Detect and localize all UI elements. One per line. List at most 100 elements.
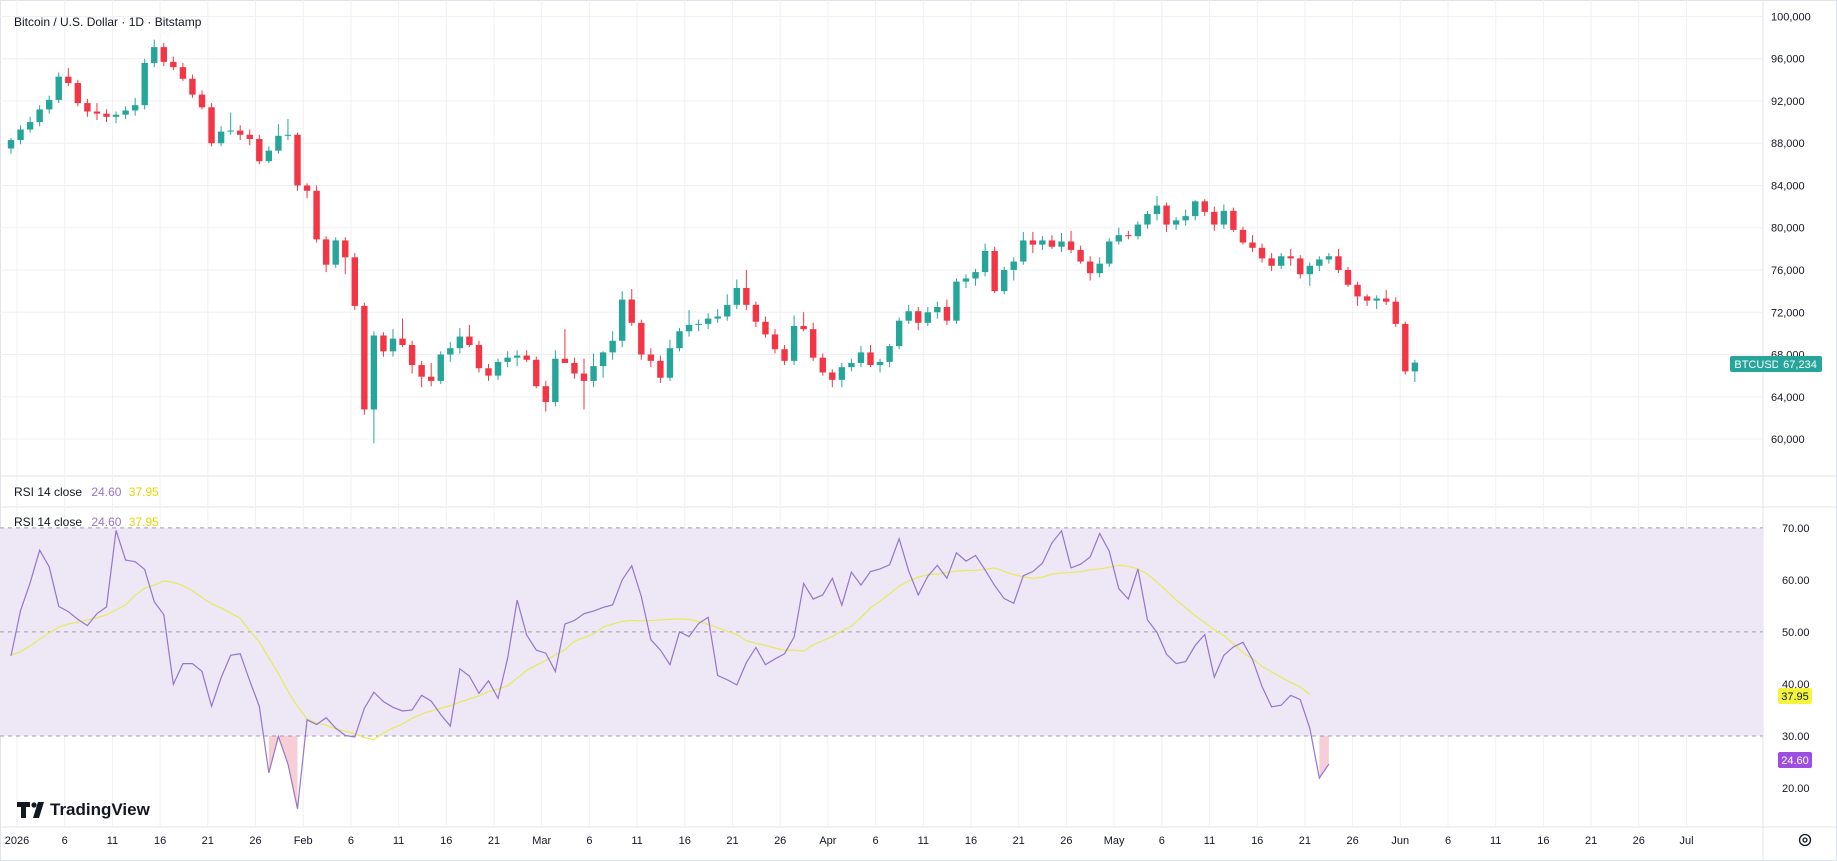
- candle[interactable]: [122, 106, 129, 119]
- candle[interactable]: [303, 183, 311, 199]
- candle[interactable]: [1392, 297, 1399, 328]
- candle[interactable]: [112, 111, 120, 124]
- candle[interactable]: [1297, 255, 1304, 279]
- candle[interactable]: [494, 358, 502, 380]
- candle[interactable]: [1239, 226, 1247, 245]
- candle[interactable]: [1306, 262, 1313, 286]
- rsi-legend-collapsed[interactable]: RSI 14 close 24.60 37.95: [14, 485, 159, 499]
- candle[interactable]: [924, 306, 931, 326]
- candle[interactable]: [1010, 257, 1017, 281]
- candle[interactable]: [523, 350, 530, 362]
- candle[interactable]: [848, 358, 855, 372]
- candle[interactable]: [284, 118, 292, 141]
- time-axis[interactable]: 2026 6 11 16 21 26 Feb 6 11 16 21 Mar 6 11 16 21 26 Apr 6 1…: [5, 835, 1694, 847]
- candle[interactable]: [1402, 321, 1409, 375]
- candle[interactable]: [752, 301, 760, 328]
- candle[interactable]: [1363, 294, 1371, 306]
- candle[interactable]: [943, 299, 951, 325]
- candle[interactable]: [275, 124, 282, 154]
- candle[interactable]: [580, 358, 588, 410]
- candle[interactable]: [294, 132, 301, 191]
- candle[interactable]: [170, 56, 177, 71]
- candle[interactable]: [1163, 202, 1170, 232]
- rsi-ma-line[interactable]: [10, 564, 1311, 741]
- candle[interactable]: [1001, 266, 1008, 295]
- candle[interactable]: [1067, 230, 1075, 254]
- candle[interactable]: [561, 329, 569, 363]
- candle[interactable]: [1344, 266, 1352, 287]
- candle[interactable]: [1287, 248, 1294, 266]
- candle[interactable]: [1182, 209, 1189, 226]
- candle[interactable]: [609, 331, 616, 360]
- candle[interactable]: [790, 315, 798, 366]
- candle[interactable]: [1268, 253, 1275, 272]
- candle[interactable]: [160, 42, 167, 67]
- rsi-legend[interactable]: RSI 14 close 24.60 37.95: [14, 515, 159, 529]
- candle[interactable]: [17, 125, 24, 145]
- candle[interactable]: [1134, 221, 1142, 240]
- candle[interactable]: [1383, 290, 1390, 305]
- candle[interactable]: [1411, 359, 1419, 382]
- candle[interactable]: [1211, 206, 1218, 231]
- candle[interactable]: [1192, 200, 1199, 221]
- candle[interactable]: [504, 351, 511, 368]
- candle[interactable]: [1373, 295, 1380, 310]
- candle[interactable]: [456, 328, 464, 354]
- candle[interactable]: [781, 345, 788, 366]
- candle[interactable]: [991, 246, 998, 294]
- candle[interactable]: [198, 90, 206, 110]
- candle[interactable]: [619, 291, 626, 348]
- candle[interactable]: [1201, 199, 1208, 217]
- candle[interactable]: [428, 362, 435, 387]
- candle[interactable]: [227, 112, 234, 135]
- candle[interactable]: [65, 68, 72, 87]
- candle[interactable]: [1096, 257, 1103, 278]
- candle[interactable]: [7, 137, 15, 154]
- candle[interactable]: [590, 353, 597, 388]
- candle[interactable]: [552, 350, 559, 407]
- candle[interactable]: [743, 269, 750, 311]
- candle[interactable]: [408, 340, 416, 374]
- candle[interactable]: [542, 380, 549, 412]
- candle[interactable]: [332, 237, 339, 268]
- candle[interactable]: [829, 369, 836, 388]
- candle[interactable]: [1115, 227, 1122, 245]
- candle[interactable]: [1048, 235, 1056, 249]
- candle[interactable]: [1058, 233, 1065, 253]
- candle[interactable]: [981, 243, 989, 277]
- candle[interactable]: [886, 343, 893, 368]
- candle[interactable]: [1316, 256, 1323, 272]
- candle[interactable]: [46, 95, 53, 114]
- candle[interactable]: [953, 278, 960, 324]
- candle[interactable]: [93, 103, 101, 120]
- rsi-axis[interactable]: 70.00 60.00 50.00 40.00 30.00 20.00: [1782, 523, 1810, 795]
- candle[interactable]: [1277, 253, 1285, 269]
- candle[interactable]: [962, 274, 970, 288]
- candle[interactable]: [151, 39, 158, 68]
- candle[interactable]: [131, 97, 139, 116]
- candle[interactable]: [1039, 236, 1046, 250]
- candle[interactable]: [1077, 245, 1084, 264]
- candle[interactable]: [313, 185, 320, 243]
- candle[interactable]: [36, 105, 43, 127]
- gear-icon[interactable]: [1797, 832, 1813, 848]
- candle[interactable]: [685, 310, 693, 337]
- candle[interactable]: [351, 253, 358, 311]
- candle[interactable]: [1220, 204, 1228, 229]
- candle[interactable]: [1335, 248, 1342, 274]
- price-pane[interactable]: [7, 39, 1419, 444]
- candle[interactable]: [895, 317, 903, 350]
- candle[interactable]: [513, 350, 521, 367]
- candle[interactable]: [666, 339, 674, 381]
- candle[interactable]: [485, 364, 492, 381]
- candle[interactable]: [342, 237, 349, 275]
- candle[interactable]: [771, 329, 779, 354]
- candle[interactable]: [695, 319, 702, 332]
- candle[interactable]: [1258, 243, 1266, 263]
- candle[interactable]: [189, 74, 196, 98]
- candle[interactable]: [676, 328, 683, 352]
- candle[interactable]: [1144, 210, 1151, 229]
- candle[interactable]: [237, 125, 244, 141]
- candle[interactable]: [638, 319, 645, 360]
